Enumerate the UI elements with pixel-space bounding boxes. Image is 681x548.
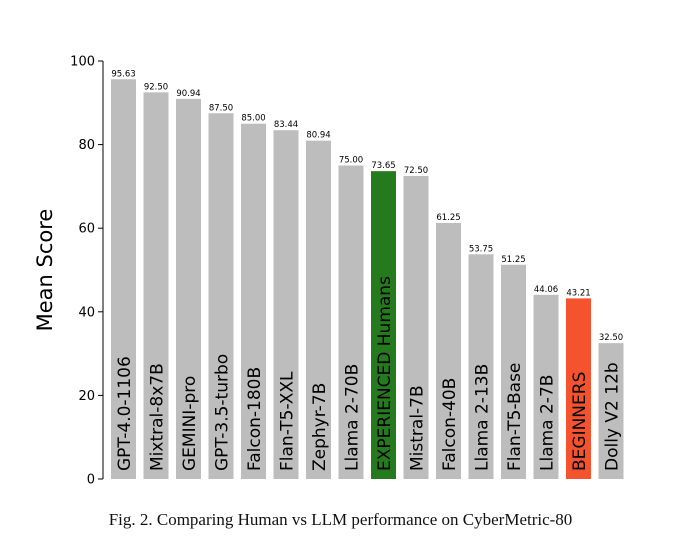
bar-value-label: 32.50 xyxy=(599,333,623,343)
bar-value-label: 51.25 xyxy=(501,255,525,265)
bar-value-label: 83.44 xyxy=(274,120,298,130)
bar-category-label: Flan-T5-XXL xyxy=(278,371,298,471)
bar-value-label: 53.75 xyxy=(469,244,493,254)
bar xyxy=(306,140,331,479)
bar xyxy=(338,165,364,479)
bar xyxy=(273,130,299,479)
bar-category-label: BEGINNERS xyxy=(570,372,590,471)
bar-value-label: 44.06 xyxy=(534,285,558,295)
figure-caption: Fig. 2. Comparing Human vs LLM performan… xyxy=(108,510,573,529)
y-tick-label: 80 xyxy=(78,138,95,153)
bar-value-label: 85.00 xyxy=(241,114,265,124)
bar-value-label: 92.50 xyxy=(144,82,168,92)
bar xyxy=(566,298,591,479)
bar xyxy=(208,113,234,479)
bar-category-label: Falcon-40B xyxy=(440,378,460,471)
bar xyxy=(111,79,136,479)
bar xyxy=(598,343,624,479)
bar xyxy=(371,171,396,479)
bar-value-label: 75.00 xyxy=(339,156,363,166)
bar xyxy=(176,98,201,480)
y-tick-label: 40 xyxy=(78,305,95,320)
bar xyxy=(533,294,559,479)
bar-value-label: 73.65 xyxy=(371,161,395,171)
y-tick-label: 60 xyxy=(78,222,95,237)
y-tick-label: 0 xyxy=(87,473,95,488)
y-tick-label: 20 xyxy=(78,389,95,404)
bar-category-label: Flan-T5-Base xyxy=(505,363,525,471)
bar xyxy=(436,222,461,479)
bar xyxy=(143,92,169,479)
bar-category-label: Mixtral-8x7B xyxy=(148,363,168,471)
bar xyxy=(403,175,429,479)
bar-category-label: Mistral-7B xyxy=(408,385,428,471)
bar-category-label: GPT-4.0-1106 xyxy=(115,356,135,471)
bar-category-label: GEMINI-pro xyxy=(180,376,200,471)
bar-category-label: Llama 2-70B xyxy=(343,364,363,471)
bar-value-label: 43.21 xyxy=(566,288,590,298)
bar-category-label: Falcon-180B xyxy=(245,367,265,471)
bar-category-label: Llama 2-13B xyxy=(473,364,493,471)
bar-value-label: 80.94 xyxy=(306,131,330,141)
bar-value-label: 95.63 xyxy=(111,69,135,79)
y-tick-label: 100 xyxy=(70,55,95,70)
y-axis-label: Mean Score xyxy=(33,209,57,332)
bar xyxy=(468,254,494,479)
bar-category-label: Zephyr-7B xyxy=(310,383,330,471)
bar xyxy=(501,264,526,479)
bar-value-label: 61.25 xyxy=(436,213,460,223)
bar-value-label: 87.50 xyxy=(209,103,233,113)
bar-category-label: GPT-3.5-turbo xyxy=(213,354,233,471)
bar xyxy=(241,123,266,479)
bar-category-label: EXPERIENCED Humans xyxy=(375,276,395,471)
bar-category-label: Llama 2-7B xyxy=(538,375,558,471)
bar-value-label: 72.50 xyxy=(404,166,428,176)
bar-value-label: 90.94 xyxy=(176,89,200,99)
bar-category-label: Dolly V2 12b xyxy=(603,362,623,471)
